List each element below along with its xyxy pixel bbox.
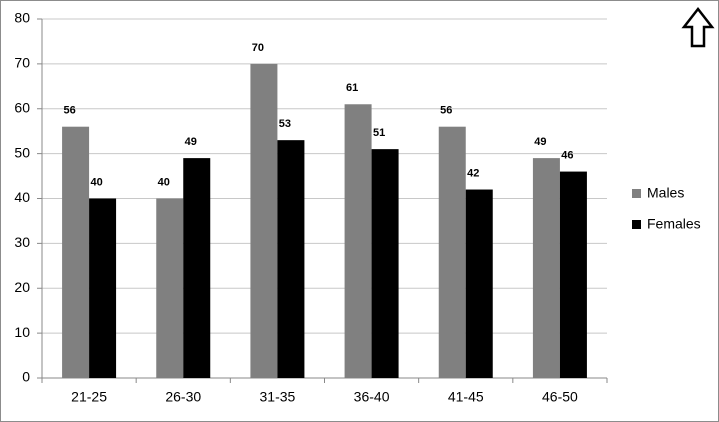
x-tick-label: 31-35 bbox=[260, 389, 296, 405]
data-label: 53 bbox=[279, 118, 291, 130]
data-label: 70 bbox=[252, 42, 264, 54]
bar bbox=[371, 149, 399, 378]
x-tick-label: 36-40 bbox=[354, 389, 390, 405]
data-label: 49 bbox=[534, 136, 546, 148]
bar bbox=[183, 158, 211, 378]
legend-swatch bbox=[632, 189, 641, 198]
x-tick-label: 26-30 bbox=[165, 389, 201, 405]
legend-swatch bbox=[632, 220, 641, 229]
bar bbox=[89, 198, 117, 378]
x-tick-label: 21-25 bbox=[71, 389, 107, 405]
bar bbox=[250, 63, 278, 378]
data-label: 40 bbox=[158, 176, 170, 188]
data-label: 46 bbox=[561, 149, 573, 161]
y-tick-label: 50 bbox=[14, 144, 30, 160]
y-tick-label: 10 bbox=[14, 324, 30, 340]
data-label: 61 bbox=[346, 82, 358, 94]
bar bbox=[344, 104, 372, 378]
bar bbox=[156, 198, 184, 378]
data-label: 42 bbox=[467, 167, 479, 179]
y-tick-label: 30 bbox=[14, 234, 30, 250]
y-tick-label: 20 bbox=[14, 279, 30, 295]
data-label: 56 bbox=[63, 105, 75, 117]
bar bbox=[438, 126, 466, 378]
up-arrow-icon[interactable] bbox=[681, 6, 715, 48]
data-label: 40 bbox=[90, 176, 102, 188]
y-tick-label: 40 bbox=[14, 189, 30, 205]
bar bbox=[277, 140, 305, 378]
bar bbox=[465, 189, 493, 378]
data-label: 56 bbox=[440, 105, 452, 117]
x-tick-label: 41-45 bbox=[448, 389, 484, 405]
x-tick-label: 46-50 bbox=[542, 389, 578, 405]
legend-label: Females bbox=[647, 216, 701, 232]
bar bbox=[559, 171, 587, 378]
data-label: 49 bbox=[185, 136, 197, 148]
y-tick-label: 60 bbox=[14, 99, 30, 115]
y-tick-label: 70 bbox=[14, 55, 30, 71]
legend-label: Males bbox=[647, 185, 684, 201]
bar bbox=[532, 158, 560, 378]
y-tick-label: 80 bbox=[14, 10, 30, 26]
data-label: 51 bbox=[373, 127, 385, 139]
y-tick-label: 0 bbox=[22, 369, 30, 385]
bar bbox=[62, 126, 90, 378]
